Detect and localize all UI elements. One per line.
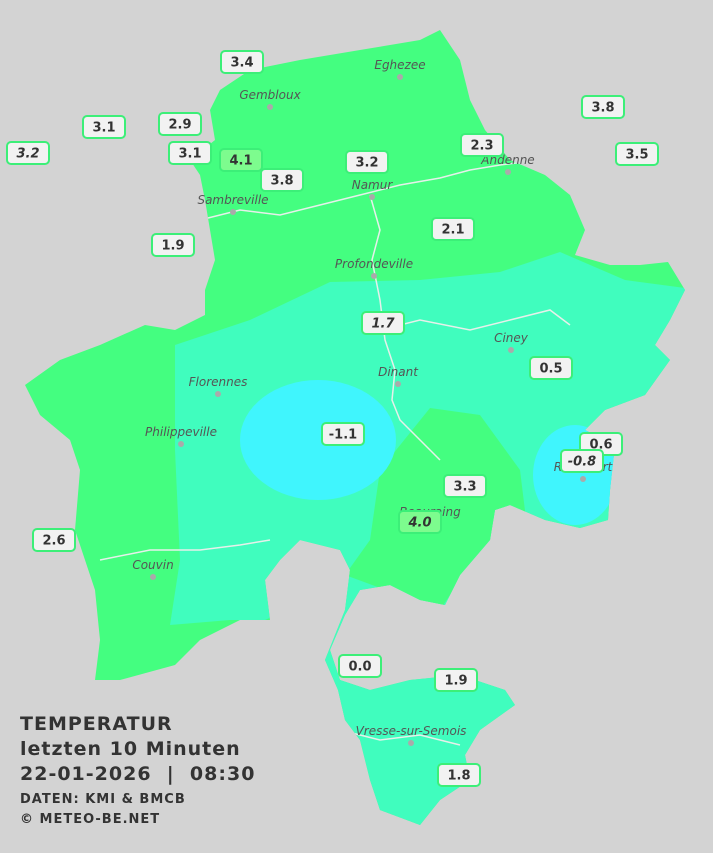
station-box — [615, 142, 659, 166]
city-dot — [395, 381, 401, 387]
city-label: Florennes — [189, 375, 248, 389]
legend-period: letzten 10 Minuten — [20, 738, 241, 760]
station-value: 1.8 — [447, 769, 470, 784]
station-value: 0.0 — [348, 660, 371, 675]
station-value: 3.1 — [92, 121, 115, 136]
station-box — [434, 668, 478, 692]
city-dot — [267, 104, 273, 110]
station-box — [158, 112, 202, 136]
station-box — [560, 449, 604, 473]
station-value: 3.2 — [355, 156, 378, 171]
station-value: 4.1 — [229, 154, 252, 169]
legend-datetime: 22-01-2026 | 08:30 — [20, 763, 255, 785]
station-value: 3.4 — [230, 56, 253, 71]
station-box — [529, 356, 573, 380]
zone-cold — [240, 380, 396, 500]
city-dot — [505, 169, 511, 175]
legend-source: DATEN: KMI & BMCB — [20, 792, 186, 807]
station-value: 3.8 — [591, 101, 614, 116]
rivers — [99, 159, 571, 746]
station-box — [398, 510, 442, 534]
station-box — [443, 474, 487, 498]
station-box — [260, 168, 304, 192]
station-box — [168, 141, 212, 165]
station-value: 3.1 — [178, 147, 201, 162]
station-box — [220, 50, 264, 74]
city-dot — [580, 476, 586, 482]
station-value: 4.0 — [407, 516, 431, 531]
station-value: 2.9 — [168, 118, 191, 133]
city-label: Profondeville — [335, 257, 413, 271]
station-box — [32, 528, 76, 552]
city-label: Gembloux — [239, 88, 301, 102]
station-value: 0.6 — [589, 438, 612, 453]
station-box — [361, 311, 405, 335]
city-layer: EghezeeGemblouxAndenneNamurSambrevillePr… — [132, 58, 614, 746]
city-label: Sambreville — [197, 193, 268, 207]
station-value: 1.7 — [371, 317, 395, 332]
station-box — [321, 422, 365, 446]
station-box — [82, 115, 126, 139]
station-box — [460, 133, 504, 157]
city-label: Dinant — [378, 365, 419, 379]
station-value: -0.8 — [568, 455, 596, 470]
station-box — [581, 95, 625, 119]
city-dot — [178, 441, 184, 447]
station-value: -1.1 — [329, 428, 357, 443]
city-dot — [408, 740, 414, 746]
city-dot — [215, 391, 221, 397]
station-value: 2.1 — [441, 223, 464, 238]
station-box — [437, 763, 481, 787]
city-dot — [397, 74, 403, 80]
station-layer: 3.4 3.1 2.9 3.2 3.1 4.1 3.2 3.8 2.3 3.8 3.5 2.1 1.9 1… — [6, 50, 659, 787]
city-label: Philippeville — [145, 425, 217, 439]
city-dot — [371, 273, 377, 279]
city-label: Namur — [352, 178, 394, 192]
station-box — [151, 233, 195, 257]
station-box — [345, 150, 389, 174]
station-value: 3.8 — [270, 174, 293, 189]
station-value: 3.3 — [453, 480, 476, 495]
station-value: 3.5 — [625, 148, 648, 163]
city-label: Eghezee — [374, 58, 425, 72]
legend-title: TEMPERATUR — [20, 713, 173, 735]
city-dot — [369, 194, 375, 200]
station-value: 0.5 — [539, 362, 562, 377]
station-value: 2.3 — [470, 139, 493, 154]
legend: TEMPERATUR letzten 10 Minuten 22-01-2026… — [20, 713, 255, 827]
station-value: 1.9 — [444, 674, 467, 689]
city-dot — [508, 347, 514, 353]
city-label: Vresse-sur-Semois — [356, 724, 467, 738]
station-value: 2.6 — [42, 534, 65, 549]
city-label: Ciney — [494, 331, 529, 345]
station-value: 3.2 — [16, 147, 39, 162]
station-box — [431, 217, 475, 241]
station-box — [6, 141, 50, 165]
station-box — [219, 148, 263, 172]
station-box — [338, 654, 382, 678]
city-dot — [230, 209, 236, 215]
station-value: 1.9 — [161, 239, 184, 254]
city-label: Couvin — [132, 558, 173, 572]
legend-copyright: © METEO-BE.NET — [20, 812, 160, 827]
city-dot — [150, 574, 156, 580]
